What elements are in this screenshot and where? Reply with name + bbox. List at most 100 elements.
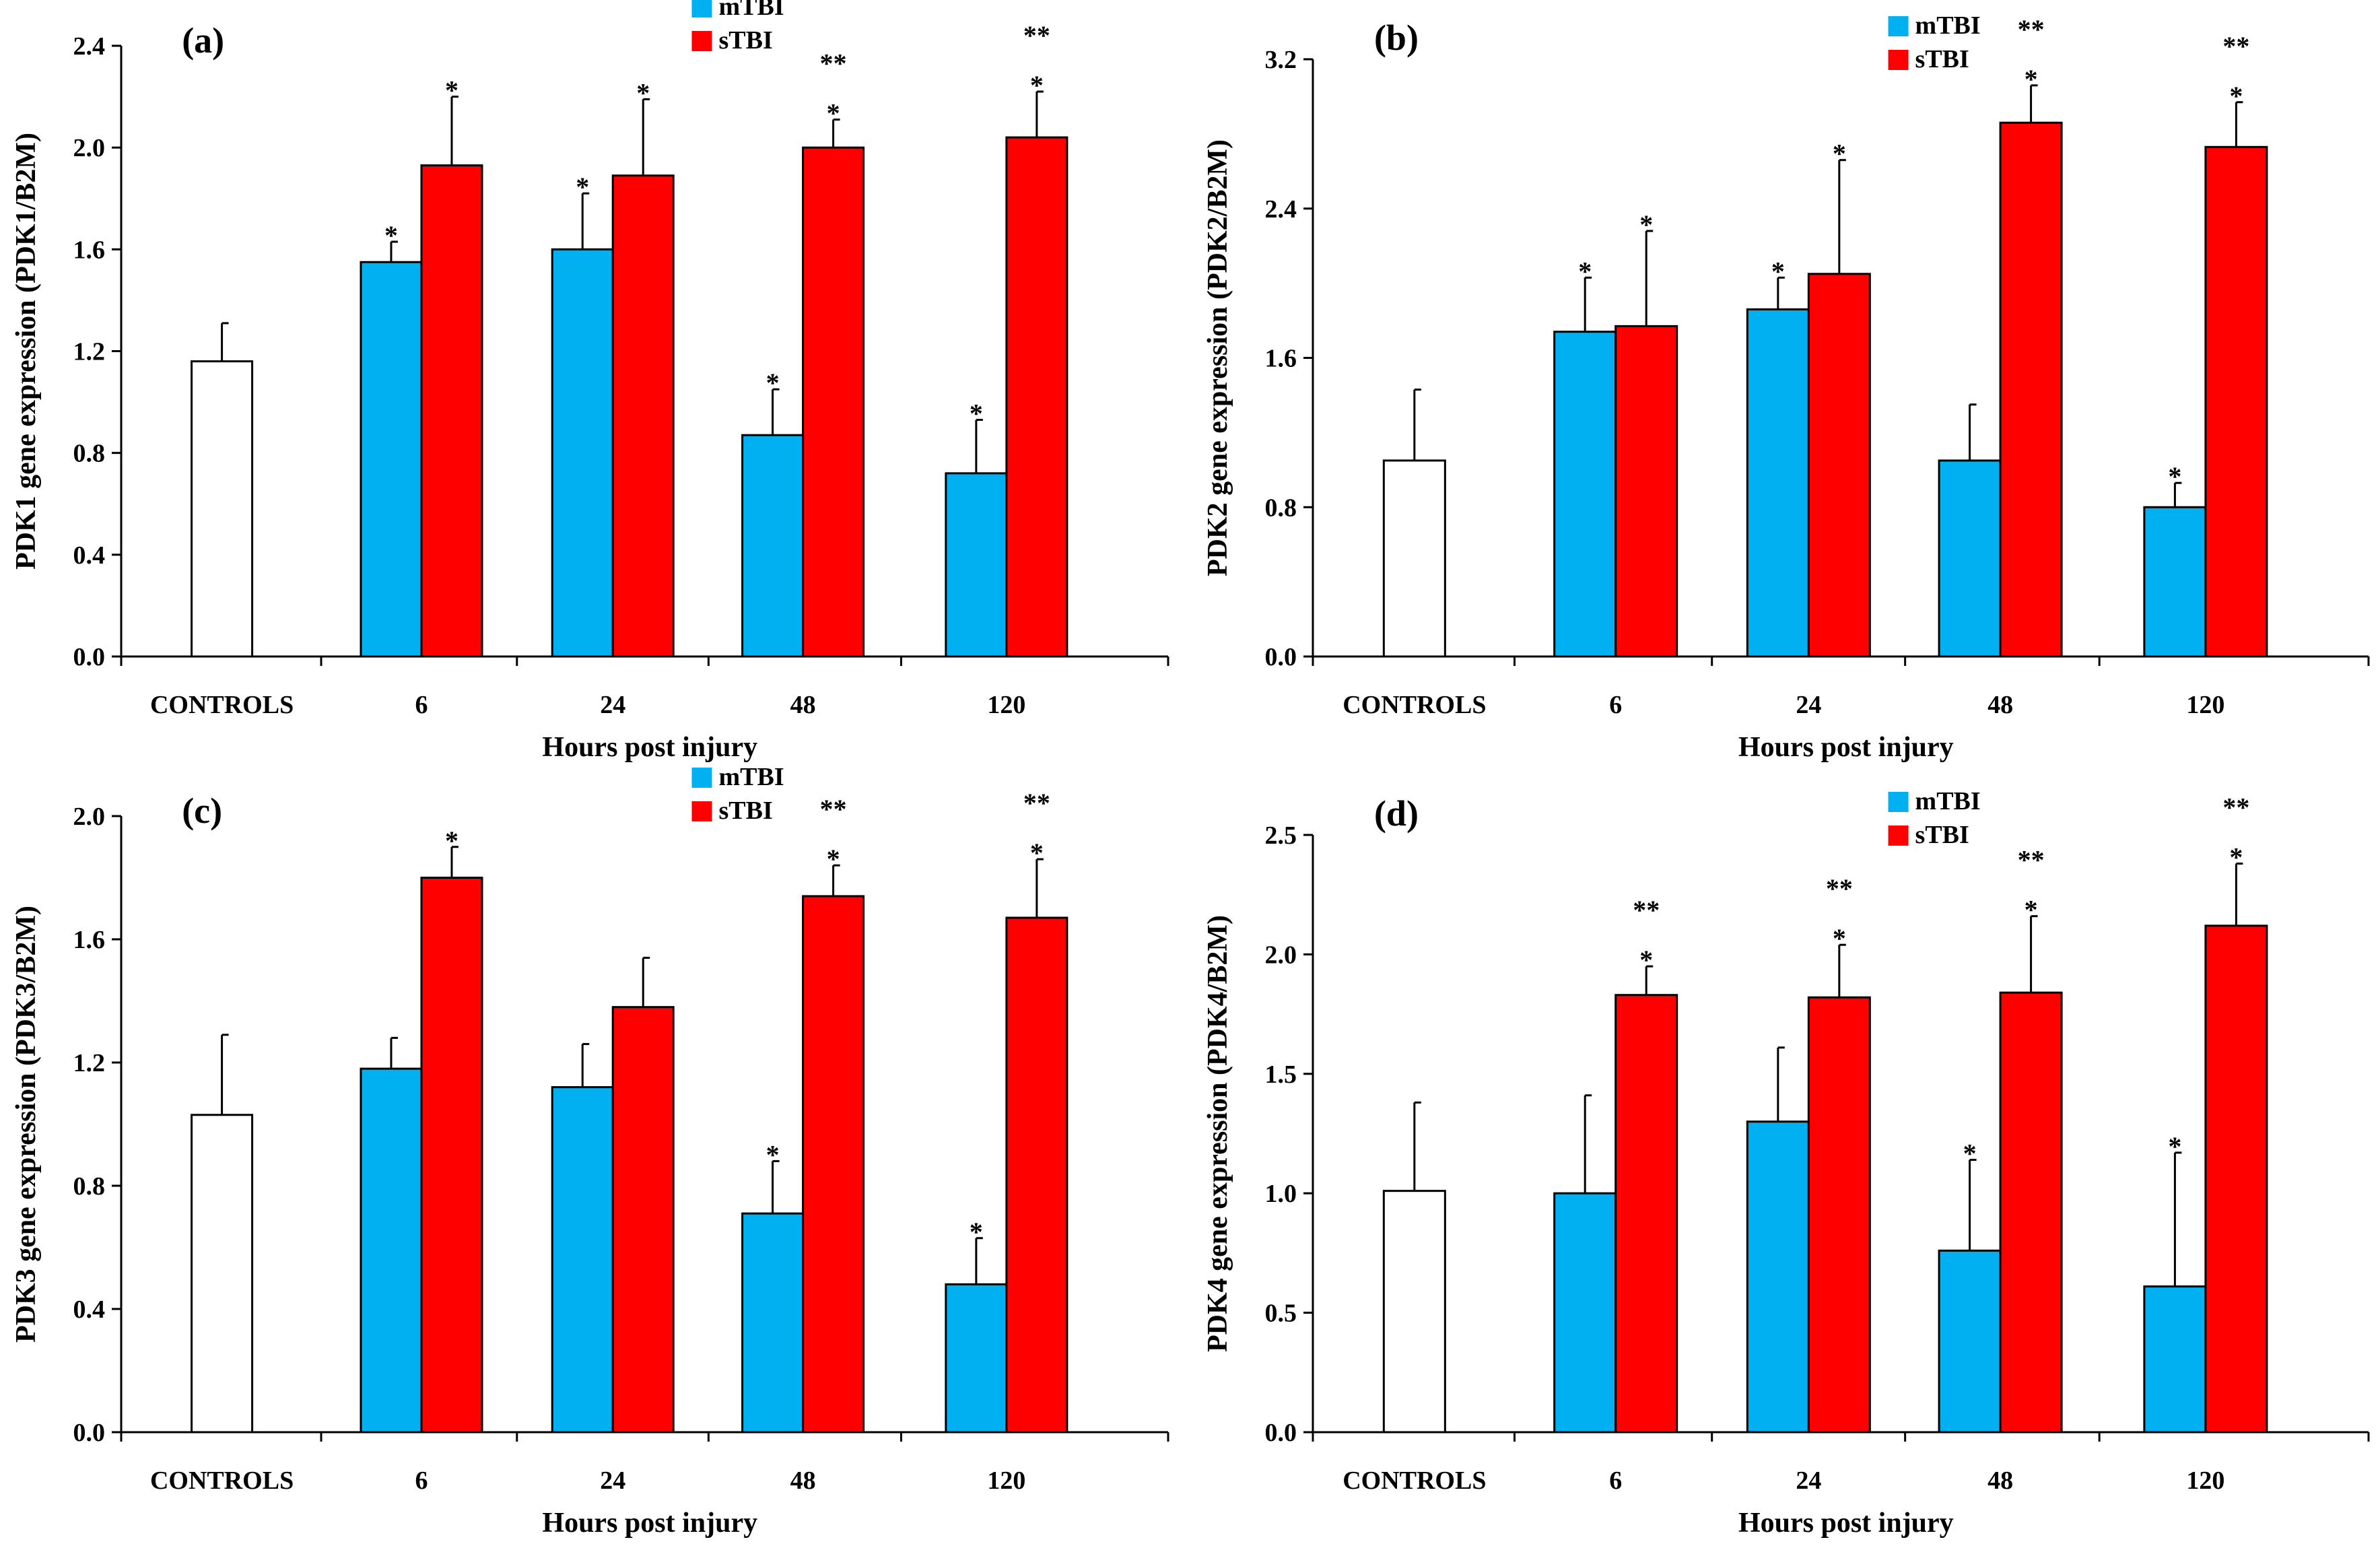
y-tick-label: 1.2 [73, 1049, 106, 1077]
y-tick-label: 1.2 [73, 338, 106, 366]
y-tick-label: 2.4 [73, 32, 106, 61]
legend-swatch-stbi [1888, 50, 1909, 70]
y-tick-label: 0.8 [1265, 494, 1297, 522]
chart-panel-a: 0.0 0.4 0.8 1.2 1.6 2.0 2.4 CONTROLS 6 24 48 120 Hou… [11, 0, 1169, 763]
y-tick-label: 0.0 [1265, 643, 1297, 671]
significance-star: * [2229, 842, 2243, 873]
x-tick-label: CONTROLS [1342, 1467, 1486, 1495]
significance-star: * [445, 75, 458, 106]
significance-star: * [1639, 209, 1653, 240]
significance-star: * [2168, 461, 2181, 492]
bar-mtbi [1746, 308, 1810, 658]
bar-mtbi [945, 1283, 1008, 1434]
chart-panel-c: 0.0 0.4 0.8 1.2 1.6 2.0 CONTROLS 6 24 48 120 Hours … [11, 763, 1169, 1539]
x-tick-label: 6 [1609, 1467, 1622, 1495]
significance-star: * [1030, 838, 1044, 868]
significance-star: * [1578, 256, 1592, 286]
legend-label-stbi: sTBI [718, 26, 772, 55]
y-tick-label: 2.0 [73, 803, 106, 831]
bar-stbi [1807, 273, 1871, 658]
bar-stbi [1614, 325, 1678, 658]
panel-label: (c) [182, 790, 222, 831]
bar-mtbi [1553, 331, 1617, 658]
x-tick-label: 120 [987, 691, 1025, 719]
bar-stbi [611, 1006, 675, 1434]
bar-stbi [420, 877, 483, 1434]
y-axis-title: PDK3 gene expression (PDK3/B2M) [11, 906, 42, 1343]
legend: mTBI sTBI [1888, 11, 1981, 73]
significance-double-star: ** [1023, 20, 1050, 51]
legend-swatch-stbi [1888, 826, 1909, 846]
legend-label-stbi: sTBI [1915, 821, 1969, 849]
bar-mtbi [1553, 1192, 1617, 1434]
significance-star: * [1030, 70, 1044, 100]
bar-mtbi [1938, 1249, 2002, 1434]
legend-swatch-mtbi [1888, 792, 1909, 812]
x-tick-label: 120 [2186, 691, 2224, 719]
x-axis-title: Hours post injury [1738, 732, 1954, 763]
y-tick-label: 0.8 [73, 440, 106, 468]
bar-controls [1382, 1190, 1446, 1434]
bar-stbi [2204, 145, 2268, 658]
bar-mtbi [1938, 459, 2002, 658]
legend: mTBI sTBI [691, 763, 784, 825]
bar-stbi [1999, 121, 2063, 658]
bar-mtbi [1746, 1120, 1810, 1434]
y-tick-label: 2.5 [1265, 821, 1297, 850]
x-axis-title: Hours post injury [542, 732, 757, 763]
legend-swatch-mtbi [1888, 16, 1909, 36]
significance-star: * [1963, 1139, 1977, 1169]
significance-star: * [576, 172, 589, 202]
bar-mtbi [945, 472, 1008, 658]
legend-label-mtbi: mTBI [1915, 11, 1981, 40]
x-tick-label: 48 [790, 1467, 816, 1495]
chart-panel-b: 0.0 0.8 1.6 2.4 3.2 CONTROLS 6 24 48 120 Hours pos… [1202, 11, 2370, 763]
significance-star: * [766, 1139, 780, 1170]
y-tick-label: 1.6 [73, 236, 106, 264]
x-tick-label: 24 [600, 1467, 625, 1495]
x-tick-label: 48 [1987, 691, 2013, 719]
significance-star: * [636, 77, 650, 108]
bar-controls [1382, 459, 1446, 658]
bar-controls [191, 360, 254, 658]
significance-star: * [1833, 139, 1846, 169]
legend-swatch-mtbi [691, 768, 712, 788]
panel-label: (b) [1374, 18, 1419, 58]
significance-double-star: ** [820, 794, 847, 824]
significance-star: * [827, 844, 840, 874]
x-axis-title: Hours post injury [542, 1508, 757, 1539]
y-tick-label: 0.0 [73, 1419, 106, 1447]
bar-stbi [1005, 136, 1068, 658]
x-tick-label: 120 [987, 1467, 1025, 1495]
bar-stbi [611, 174, 675, 658]
bar-mtbi [551, 248, 614, 658]
y-tick-label: 0.0 [1265, 1419, 1297, 1447]
y-tick-label: 3.2 [1265, 46, 1297, 74]
legend-swatch-mtbi [691, 0, 712, 18]
significance-star: * [384, 220, 398, 250]
significance-star: * [2229, 81, 2243, 111]
x-tick-label: 48 [790, 691, 816, 719]
y-tick-label: 0.8 [73, 1172, 106, 1201]
bar-mtbi [2143, 506, 2207, 658]
significance-star: * [827, 98, 840, 129]
legend-label-mtbi: mTBI [1915, 787, 1981, 815]
bar-stbi [420, 164, 483, 658]
bar-stbi [2204, 924, 2268, 1434]
y-axis-title: PDK1 gene expression (PDK1/B2M) [11, 133, 42, 570]
x-tick-label: 48 [1987, 1467, 2013, 1495]
legend-label-stbi: sTBI [1915, 45, 1969, 73]
y-tick-label: 1.0 [1265, 1180, 1297, 1208]
x-tick-label: 6 [1609, 691, 1622, 719]
chart-panel-d: 0.0 0.5 1.0 1.5 2.0 2.5 CONTROLS 6 24 48 120 Hours … [1202, 787, 2370, 1539]
x-tick-label: 24 [1796, 1467, 1821, 1495]
significance-star: * [766, 368, 780, 398]
significance-star: * [2168, 1131, 2181, 1162]
legend-swatch-stbi [691, 31, 712, 51]
x-tick-label: CONTROLS [150, 1467, 294, 1495]
significance-double-star: ** [1633, 895, 1660, 925]
legend: mTBI sTBI [1888, 787, 1981, 849]
y-axis-title: PDK2 gene expression (PDK2/B2M) [1202, 139, 1233, 576]
x-tick-label: CONTROLS [1342, 691, 1486, 719]
